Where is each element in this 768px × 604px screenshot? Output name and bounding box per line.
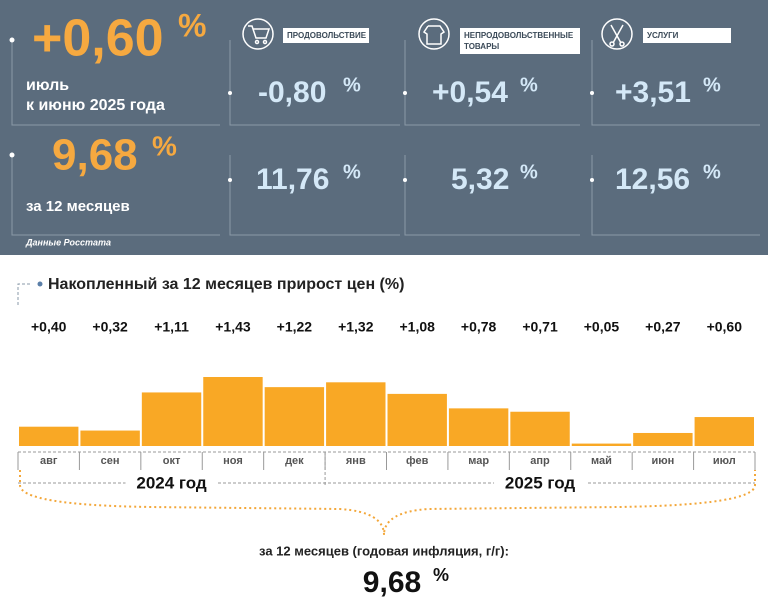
year-value: 9,68 (52, 131, 138, 180)
bar (694, 417, 754, 446)
x-tick-label: ноя (223, 455, 243, 467)
value-label: +0,40 (31, 319, 67, 335)
footer-value: 9,68 (363, 566, 421, 599)
footer-label: за 12 месяцев (годовая инфляция, г/г): (259, 543, 509, 558)
unit: % (520, 161, 538, 183)
value-label: +0,78 (461, 319, 497, 335)
x-tick-label: май (591, 455, 612, 467)
panel-bg (0, 0, 768, 255)
bar (141, 392, 202, 446)
year-label: 2025 год (505, 473, 576, 492)
value-label: +1,43 (215, 319, 251, 335)
value-label: +0,27 (645, 319, 681, 335)
group-label: УСЛУГИ (643, 28, 731, 43)
group-month: -0,80 (258, 76, 326, 109)
month-value: +0,60 (32, 10, 164, 68)
unit: % (343, 161, 361, 183)
bar (448, 408, 509, 446)
x-tick-label: июл (713, 455, 736, 467)
month-label: к июню 2025 года (26, 97, 165, 114)
group-label: ПРОДОВОЛЬСТВИЕ (283, 28, 369, 43)
chart-title: Накопленный за 12 месяцев прирост цен (%… (48, 276, 404, 293)
x-tick-label: окт (163, 455, 181, 467)
year-label: 2024 год (136, 473, 207, 492)
value-label: +1,11 (154, 319, 189, 335)
value-label: +0,71 (522, 319, 558, 335)
x-tick-label: сен (101, 455, 120, 467)
bar (264, 387, 325, 446)
x-tick-label: июн (651, 455, 674, 467)
unit: % (703, 161, 721, 183)
group-year: 5,32 (451, 163, 509, 196)
unit: % (178, 7, 206, 43)
value-label: +0,60 (707, 319, 743, 335)
value-label: +1,32 (338, 319, 374, 335)
bar (203, 377, 263, 446)
year-label: за 12 месяцев (26, 198, 130, 215)
title-dot (37, 281, 43, 287)
x-tick-label: мар (468, 455, 489, 467)
icons (242, 18, 633, 50)
value-label: +1,08 (399, 319, 435, 335)
x-tick-label: авг (40, 455, 58, 467)
x-tick-label: янв (346, 455, 366, 467)
bar (326, 382, 386, 446)
x-tick-label: апр (530, 455, 550, 467)
x-tick-label: дек (285, 455, 304, 467)
unit: % (520, 74, 538, 96)
bar (387, 393, 447, 446)
group-label: НЕПРОДОВОЛЬСТВЕННЫЕ ТОВАРЫ (460, 28, 580, 54)
x-tick-label: фев (406, 455, 429, 467)
bar (510, 411, 570, 446)
dots (9, 37, 594, 182)
panel-borders (11, 40, 760, 236)
bar (80, 430, 140, 446)
month-label: июль (26, 77, 69, 94)
title-bracket (17, 283, 30, 305)
bar (19, 426, 79, 446)
unit: % (703, 74, 721, 96)
source: Данные Росстата (25, 237, 111, 247)
bar (633, 432, 693, 446)
value-label: +1,22 (277, 319, 313, 335)
footer-unit: % (433, 565, 449, 585)
year-label-bg (494, 473, 587, 493)
year-label-bg (125, 473, 218, 493)
unit: % (343, 74, 361, 96)
bar (571, 443, 632, 446)
group-month: +3,51 (615, 76, 691, 109)
group-year: 11,76 (256, 163, 329, 196)
unit: % (152, 130, 177, 161)
group-year: 12,56 (615, 163, 690, 196)
group-month: +0,54 (432, 76, 508, 109)
value-label: +0,05 (584, 319, 620, 335)
value-label: +0,32 (92, 319, 128, 335)
